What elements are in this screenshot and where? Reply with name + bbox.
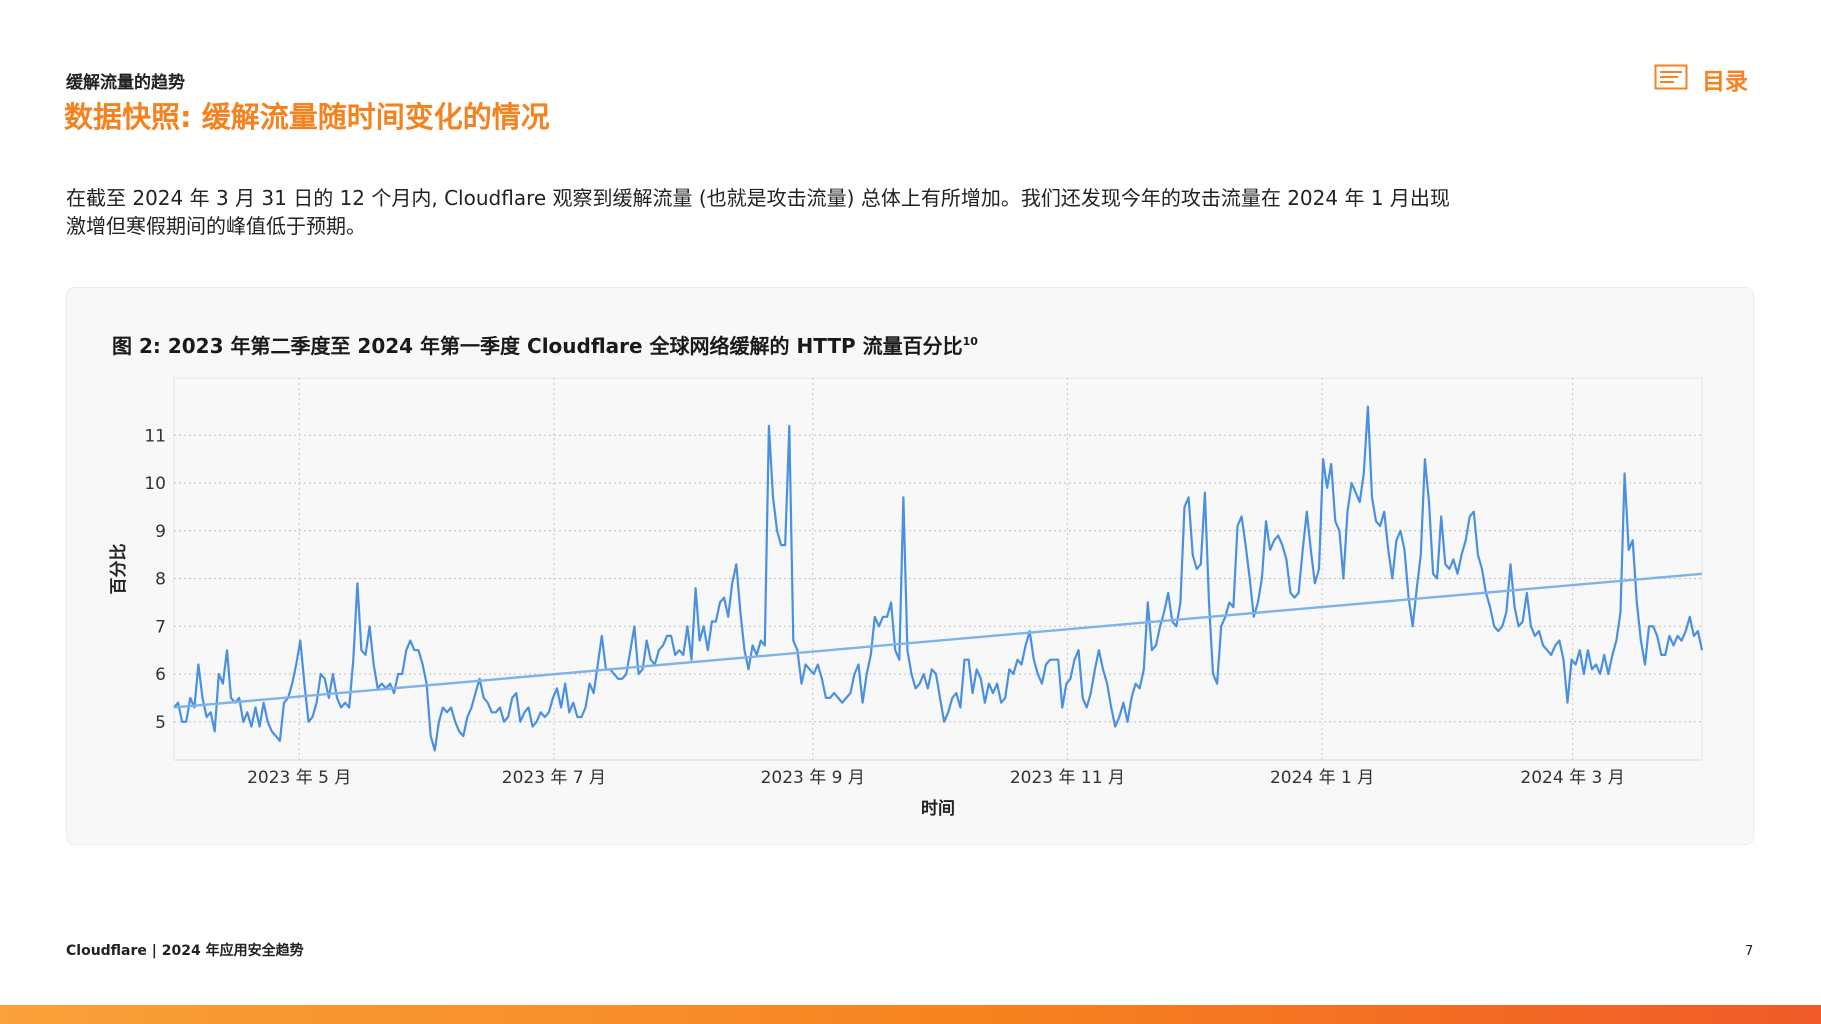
x-tick-label: 2023 年 11 月 [1010, 768, 1125, 788]
y-tick-label: 11 [144, 426, 166, 446]
x-tick-label: 2024 年 3 月 [1520, 768, 1624, 788]
x-tick-label: 2024 年 1 月 [1270, 768, 1374, 788]
intro-paragraph: 在截至 2024 年 3 月 31 日的 12 个月内, Cloudflare … [66, 184, 1486, 240]
toc-link[interactable]: 目录 [1654, 64, 1748, 95]
y-tick-label: 10 [144, 474, 166, 494]
page-number: 7 [1745, 944, 1754, 959]
y-tick-label: 8 [155, 570, 166, 590]
y-axis-ticks: 5 6 7 8 9 10 11 [144, 426, 166, 733]
chart-grid [173, 377, 1703, 761]
bottom-accent-bar [0, 1005, 1821, 1024]
y-tick-label: 5 [155, 713, 166, 733]
footnote-ref[interactable]: 10 [962, 335, 978, 348]
chart-card [66, 287, 1754, 845]
y-tick-label: 6 [155, 665, 166, 685]
footer-company: Cloudflare [66, 943, 147, 959]
figure-caption-text: 图 2: 2023 年第二季度至 2024 年第一季度 Cloudflare 全… [112, 334, 963, 358]
x-axis-ticks: 2023 年 5 月 2023 年 7 月 2023 年 9 月 2023 年 11 … [247, 768, 1625, 788]
mitigated-traffic-line [173, 405, 1704, 752]
trend-line [173, 572, 1703, 709]
chart-series [173, 405, 1704, 752]
toc-label[interactable]: 目录 [1702, 69, 1748, 95]
section-kicker: 缓解流量的趋势 [66, 73, 185, 93]
intro-line-1: 在截至 2024 年 3 月 31 日的 12 个月内, Cloudflare … [66, 186, 1450, 210]
x-tick-label: 2023 年 7 月 [502, 768, 606, 788]
footer-report: 2024 年应用安全趋势 [161, 943, 304, 959]
y-axis-label: 百分比 [108, 544, 129, 595]
list-icon [1654, 64, 1688, 94]
footer-brand: Cloudflare | 2024 年应用安全趋势 [66, 943, 304, 959]
x-tick-label: 2023 年 9 月 [761, 768, 865, 788]
y-tick-label: 7 [155, 617, 166, 637]
x-axis-label: 时间 [921, 798, 955, 819]
figure-caption: 图 2: 2023 年第二季度至 2024 年第一季度 Cloudflare 全… [112, 330, 978, 359]
page-title: 数据快照: 缓解流量随时间变化的情况 [64, 100, 550, 134]
intro-line-2: 激增但寒假期间的峰值低于预期。 [66, 214, 366, 238]
x-tick-label: 2023 年 5 月 [247, 768, 351, 788]
y-tick-label: 9 [155, 522, 166, 542]
